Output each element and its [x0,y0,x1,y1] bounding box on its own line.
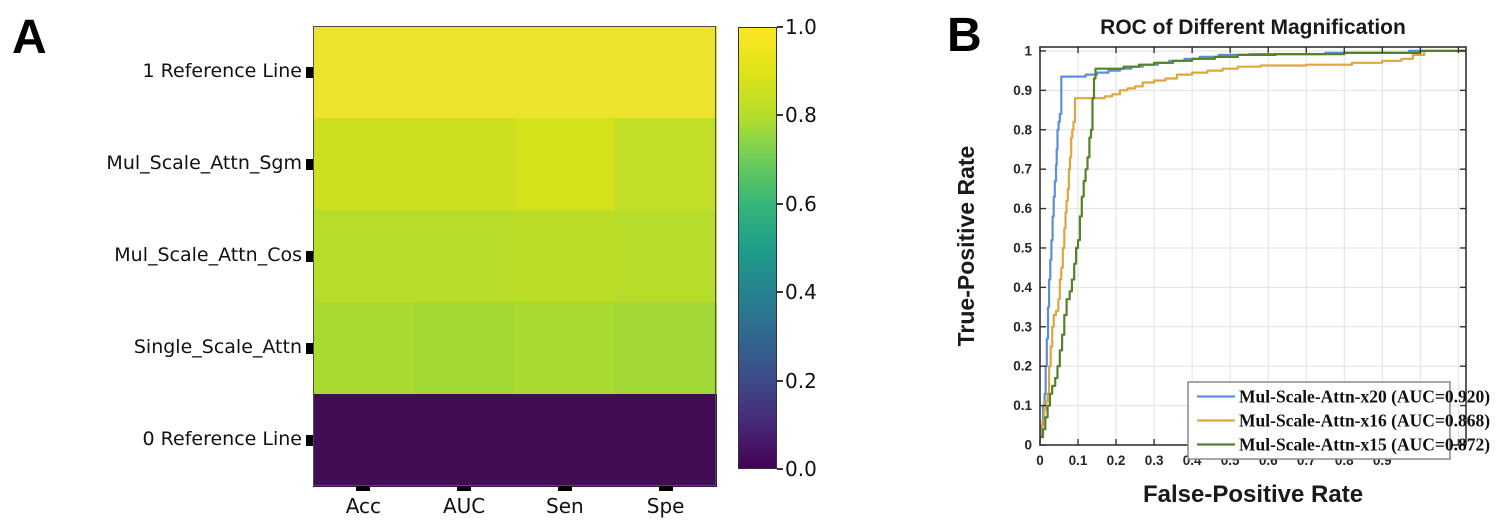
heatmap-row-label: 0 Reference Line [142,428,302,450]
heatmap-cell-Single_Scale_Attn-Sen [514,302,616,395]
heatmap-cell-1 Reference Line-AUC [413,26,515,119]
heatmap-cell-Mul_Scale_Attn_Sgm-Sen [514,118,616,211]
heatmap-row-tick [306,434,313,446]
roc-ytick-label: 0.5 [1013,240,1032,255]
heatmap-cell-Mul_Scale_Attn_Cos-Spe [615,210,717,303]
heatmap-row-tick [306,66,313,78]
roc-legend-label: Mul-Scale-Attn-x20 (AUC=0.920) [1239,387,1490,407]
colorbar [738,27,777,469]
colorbar-tick-label: 0.0 [785,457,817,481]
roc-ytick-label: 0.4 [1013,280,1032,295]
roc-ytick-label: 0.8 [1013,122,1032,137]
roc-curve-2 [1040,49,1466,439]
roc-ytick-label: 1 [1024,43,1032,58]
roc-ytick-label: 0.6 [1013,201,1032,216]
heatmap-cell-Mul_Scale_Attn_Sgm-Spe [615,118,717,211]
heatmap-row-label: 1 Reference Line [142,60,302,82]
heatmap-border [313,26,716,486]
heatmap-cell-0 Reference Line-Spe [615,394,717,487]
colorbar-tick-label: 1.0 [785,15,817,39]
heatmap-cell-0 Reference Line-Acc [313,394,415,487]
colorbar-tick-label: 0.8 [785,103,817,128]
heatmap-col-label: Acc [345,494,382,518]
colorbar-tick-label: 0.2 [785,368,817,393]
colorbar-tick [777,114,783,117]
roc-ytick-label: 0 [1024,438,1032,453]
heatmap-row-label: Mul_Scale_Attn_Sgm [106,152,302,174]
roc-ytick-label: 0.7 [1013,162,1032,177]
colorbar-tick-label: 0.6 [785,191,817,216]
roc-ytick-label: 0.2 [1013,359,1032,374]
heatmap-cell-1 Reference Line-Sen [514,26,616,119]
roc-ytick-label: 0.9 [1013,83,1032,98]
panel-a-label: A [12,11,47,64]
colorbar-tick [777,26,783,28]
roc-ytick-label: 0.1 [1013,398,1032,413]
heatmap-col-tick [356,486,371,491]
heatmap-cell-Mul_Scale_Attn_Cos-Acc [313,210,415,303]
roc-xlabel: False-Positive Rate [1143,481,1363,508]
heatmap-cell-Mul_Scale_Attn_Cos-Sen [514,210,616,303]
roc-curve-0 [1040,49,1466,439]
heatmap-cell-1 Reference Line-Spe [615,26,717,119]
roc-curve-1 [1040,49,1466,435]
heatmap-cell-Single_Scale_Attn-AUC [413,302,515,395]
roc-ytick-label: 0.3 [1013,319,1032,334]
heatmap-row-label: Single_Scale_Attn [133,336,302,358]
heatmap-cell-Mul_Scale_Attn_Cos-AUC [413,210,515,303]
roc-legend: Mul-Scale-Attn-x20 (AUC=0.920) Mul-Scale-… [1187,381,1490,460]
roc-xtick-label: 0.1 [1069,453,1088,468]
heatmap-cell-Single_Scale_Attn-Spe [615,302,717,395]
heatmap-col-tick [658,486,673,491]
heatmap-cell-0 Reference Line-Sen [514,394,616,487]
heatmap-cell-Single_Scale_Attn-Acc [313,302,415,395]
colorbar-tick [777,379,783,382]
panel-b-label: B [947,9,982,62]
heatmap-col-label: AUC [442,494,486,518]
colorbar-tick [777,468,783,470]
heatmap-col-tick [557,486,572,491]
roc-title: ROC of Different Magnification [1100,16,1406,39]
heatmap-col-tick [457,486,472,491]
heatmap-row-tick [306,250,313,262]
heatmap-cell-Mul_Scale_Attn_Sgm-Acc [313,118,415,211]
roc-legend-label: Mul-Scale-Attn-x15 (AUC=0.872) [1239,435,1490,455]
roc-chart: 0 0.1 0.2 0.3 0.4 0.5 0.6 0.7 0.8 0.900.10.20.30.… [953,16,1490,508]
roc-xtick-label: 0.3 [1145,453,1164,468]
heatmap-col-label: Spe [646,494,685,518]
roc-ylabel: True-Positive Rate [953,146,979,347]
colorbar-tick-label: 0.4 [785,280,817,305]
heatmap-row-tick [306,158,313,170]
roc-xtick-label: 0.2 [1107,453,1126,468]
roc-legend-label: Mul-Scale-Attn-x16 (AUC=0.868) [1239,411,1490,431]
colorbar-tick [777,291,783,294]
heatmap-col-label: Sen [546,494,584,518]
colorbar-tick [777,202,783,205]
roc-xtick-label: 0 [1036,453,1044,468]
roc-grid [1040,47,1466,445]
heatmap-cell-0 Reference Line-AUC [413,394,515,487]
heatmap-cell-Mul_Scale_Attn_Sgm-AUC [413,118,515,211]
heatmap-cell-1 Reference Line-Acc [313,26,415,119]
heatmap-row-tick [306,342,313,354]
heatmap-row-label: Mul_Scale_Attn_Cos [114,244,302,266]
